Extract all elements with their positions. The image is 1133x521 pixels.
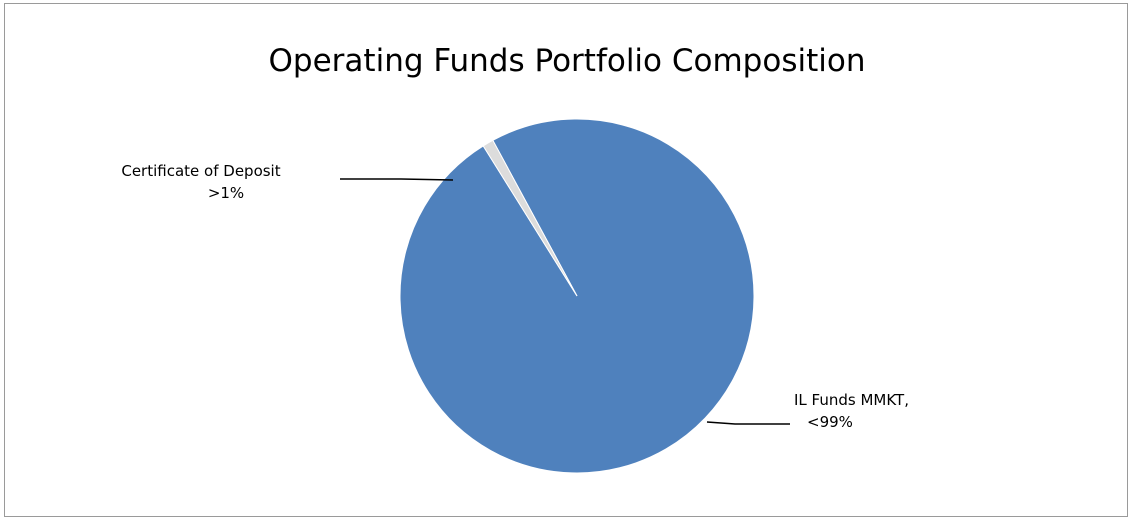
leader-line-certificate-of-deposit (340, 178, 454, 181)
leader-lines (340, 178, 790, 425)
pie-slices (399, 118, 755, 474)
slice-value-il-funds-mmkt: <99% (807, 413, 853, 431)
leader-line-il-funds-mmkt (706, 421, 790, 425)
chart-frame: Operating Funds Portfolio Composition Ce… (4, 3, 1128, 517)
slice-label-il-funds-mmkt: IL Funds MMKT, (794, 391, 909, 409)
pie-slice-certificate-of-deposit (482, 139, 578, 297)
pie-chart: Operating Funds Portfolio Composition Ce… (121, 43, 909, 474)
slice-value-certificate-of-deposit: >1% (208, 184, 244, 202)
chart-title: Operating Funds Portfolio Composition (269, 43, 866, 79)
slice-label-certificate-of-deposit: Certificate of Deposit (121, 162, 280, 180)
